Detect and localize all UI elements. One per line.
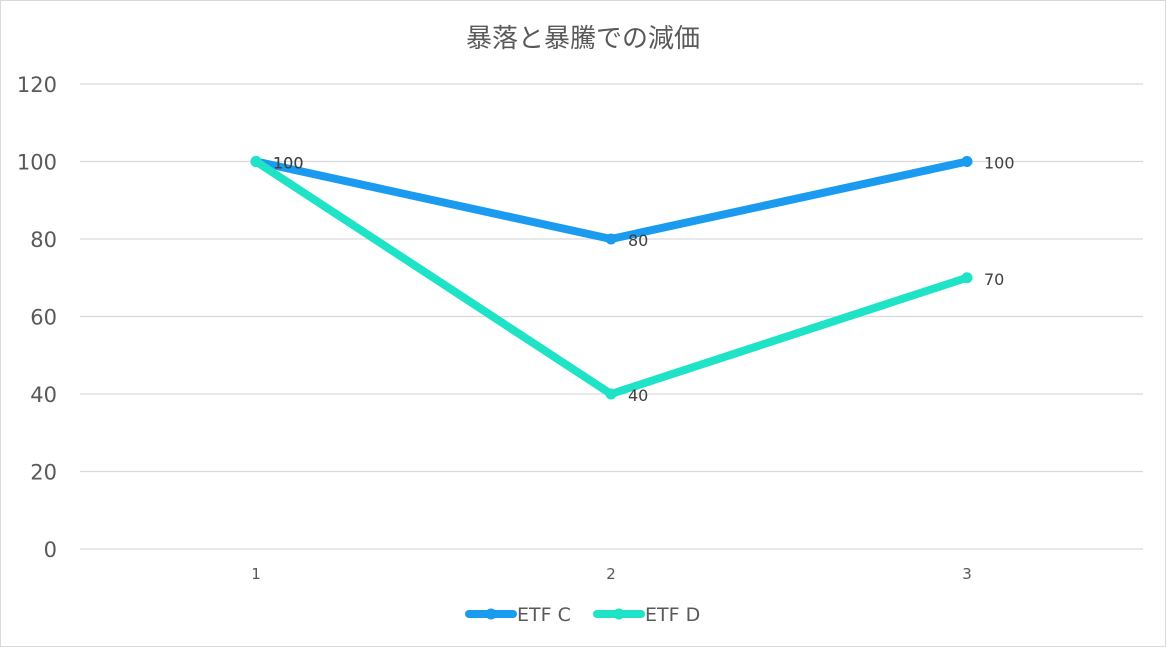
series-line-etf-d: [252, 157, 971, 398]
legend: ETF C ETF D: [465, 604, 700, 626]
data-point: [605, 388, 617, 400]
legend-marker: [613, 608, 625, 620]
data-label: 100: [984, 154, 1015, 173]
y-tick-label: 20: [30, 461, 57, 485]
data-label: 80: [628, 231, 648, 250]
data-point: [250, 156, 262, 167]
y-tick-label: 100: [17, 151, 57, 175]
x-axis-ticks: 1 2 3: [251, 565, 972, 583]
y-tick-label: 60: [30, 306, 57, 330]
legend-label: ETF D: [645, 604, 700, 626]
y-tick-label: 80: [30, 228, 57, 252]
legend-marker: [485, 608, 497, 620]
data-label: 100: [273, 154, 304, 173]
x-tick-label: 1: [251, 565, 261, 583]
chart-title: 暴落と暴騰での減価: [466, 24, 700, 54]
y-tick-label: 40: [30, 383, 57, 407]
series-lines: [250, 156, 973, 400]
y-tick-label: 0: [44, 538, 57, 562]
y-axis-ticks: 0 20 40 60 80 100 120: [17, 73, 57, 562]
data-label: 100: [273, 154, 304, 173]
y-tick-label: 120: [17, 73, 57, 97]
data-point: [605, 233, 617, 245]
x-tick-label: 2: [606, 565, 616, 583]
legend-label: ETF C: [517, 604, 571, 626]
data-point: [961, 156, 973, 167]
data-label: 40: [628, 386, 648, 405]
data-point: [961, 272, 973, 284]
x-tick-label: 3: [962, 565, 972, 583]
data-label: 70: [984, 270, 1004, 289]
